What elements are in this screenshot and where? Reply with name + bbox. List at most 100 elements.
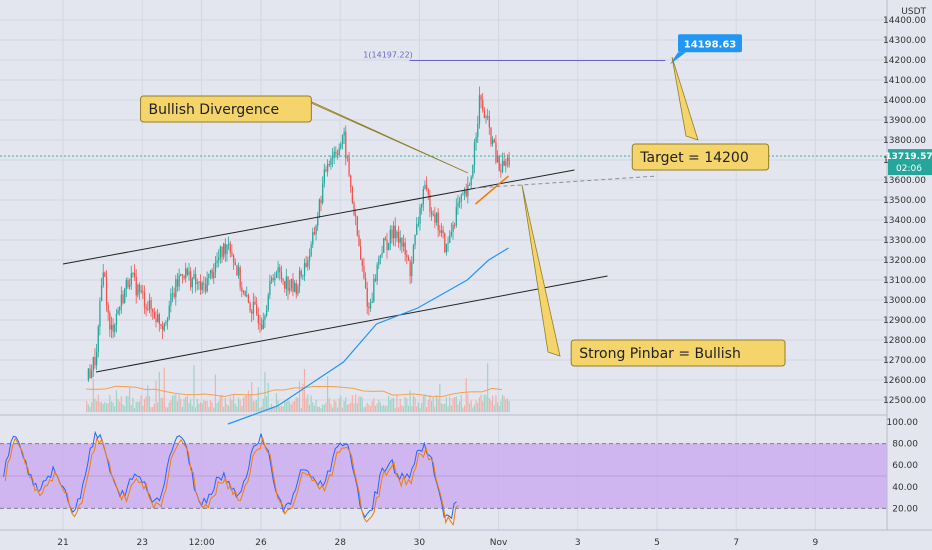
candle-body	[331, 157, 334, 159]
volume-bar	[129, 387, 131, 412]
volume-bar	[122, 404, 124, 412]
candle-body	[310, 244, 312, 256]
candle-body	[272, 278, 274, 280]
volume-bar	[496, 402, 499, 412]
candle-body	[383, 238, 385, 253]
volume-bar	[176, 401, 179, 412]
volume-bar	[221, 394, 223, 412]
volume-bar	[267, 382, 269, 412]
candle-body	[99, 301, 101, 327]
candle-body	[252, 301, 255, 314]
candle-body	[414, 234, 416, 246]
candle-body	[267, 295, 269, 311]
candle-body	[242, 291, 245, 293]
volume-bar	[450, 405, 452, 412]
candle-body	[173, 293, 175, 298]
candle-body	[315, 225, 317, 235]
volume-bar	[219, 395, 221, 412]
stoch-tick-label: 60.00	[892, 461, 918, 471]
volume-bar	[330, 403, 332, 412]
candle-body	[181, 274, 184, 276]
candle-body	[303, 263, 306, 276]
volume-bar	[493, 405, 495, 412]
volume-bar	[393, 397, 395, 412]
volume-bar	[163, 367, 165, 412]
candle-body	[449, 235, 451, 243]
candle-body	[143, 292, 146, 308]
candle-body	[246, 295, 248, 297]
volume-bar	[239, 399, 241, 412]
volume-bar	[373, 398, 375, 412]
volume-bar	[110, 401, 113, 412]
price-tick-label: 13400.00	[883, 216, 926, 226]
candle-body	[198, 281, 200, 283]
candle-body	[300, 270, 302, 276]
candle-body	[142, 290, 144, 293]
candle-body	[457, 202, 459, 207]
volume-bar	[396, 394, 398, 412]
candle-body	[275, 272, 278, 278]
volume-bar	[346, 404, 348, 412]
volume-bar	[171, 395, 174, 412]
candle-body	[366, 288, 368, 307]
candle-body	[216, 260, 218, 263]
price-tick-label: 14100.00	[883, 76, 926, 86]
volume-bar	[244, 395, 246, 412]
time-tick-label: 23	[136, 538, 147, 548]
candle-body	[127, 279, 129, 288]
volume-bar	[467, 394, 469, 412]
price-tick-label: 12500.00	[883, 396, 926, 406]
volume-bar	[394, 407, 396, 412]
volume-bar	[457, 404, 459, 412]
candle-body	[440, 230, 443, 233]
volume-bar	[211, 402, 213, 412]
stoch-tick-label: 100.00	[887, 418, 919, 428]
target-line-label: 1(14197.22)	[363, 51, 413, 60]
volume-bar	[300, 407, 302, 412]
candle-body	[483, 109, 486, 118]
candle-body	[285, 276, 288, 289]
annotation-label: Bullish Divergence	[149, 102, 280, 118]
price-tick-label: 14200.00	[883, 56, 926, 66]
volume-bar	[148, 396, 150, 412]
volume-bar	[335, 401, 337, 412]
projection-line	[475, 175, 658, 189]
candle-body	[208, 273, 210, 279]
price-tick-label: 12900.00	[883, 316, 926, 326]
volume-bar	[419, 407, 421, 412]
candle-body	[445, 243, 448, 253]
volume-bar	[338, 398, 340, 412]
candle-body	[295, 283, 297, 294]
volume-bar	[231, 399, 233, 412]
candle-body	[229, 243, 231, 253]
stoch-tick-label: 20.00	[892, 504, 918, 514]
volume-bar	[353, 403, 355, 412]
candle-body	[234, 261, 236, 266]
price-tick-label: 13900.00	[883, 116, 926, 126]
volume-bar	[125, 395, 127, 412]
volume-bar	[137, 401, 139, 412]
volume-bar	[160, 397, 162, 412]
candle-body	[178, 275, 180, 287]
candle-body	[209, 270, 212, 274]
candle-body	[396, 231, 398, 239]
volume-bar	[358, 396, 360, 412]
candle-body	[117, 310, 119, 314]
volume-bar	[140, 395, 142, 412]
candle-body	[450, 231, 453, 236]
volume-bar	[485, 395, 487, 412]
volume-bar	[391, 397, 393, 412]
candle-body	[384, 238, 387, 240]
volume-bar	[495, 395, 497, 412]
grid	[0, 0, 887, 530]
candle-body	[409, 260, 411, 277]
candle-body	[294, 283, 296, 292]
volume-bar	[186, 395, 188, 412]
candle-body	[430, 211, 433, 215]
volume-bar	[402, 406, 405, 412]
volume-bar	[228, 405, 230, 412]
candle-body	[218, 257, 220, 261]
volume-bar	[313, 405, 315, 412]
volume-bar	[145, 396, 147, 412]
